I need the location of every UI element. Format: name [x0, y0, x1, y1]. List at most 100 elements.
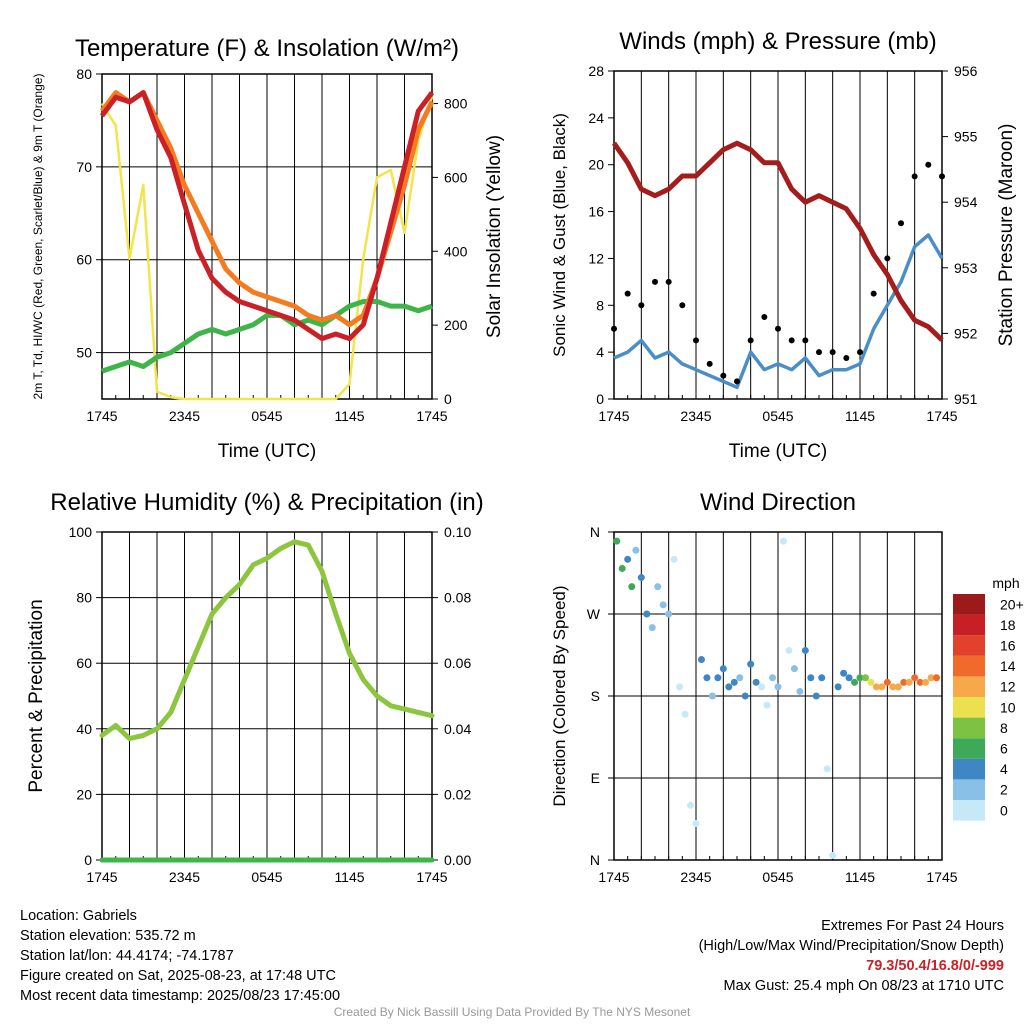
extremes-subtitle: (High/Low/Max Wind/Precipitation/Snow De… [698, 938, 1004, 954]
direction-point [613, 537, 621, 545]
direction-point [823, 765, 831, 773]
gust-point [857, 349, 863, 356]
gust-point [761, 314, 768, 320]
y-right-tick-label: 951 [954, 391, 978, 407]
direction-point [654, 583, 662, 591]
direction-point [818, 674, 826, 682]
y-right-tick-label: 0.02 [444, 786, 471, 802]
chart-title: Temperature (F) & Insolation (W/m²) [75, 35, 459, 62]
gust-point [802, 337, 809, 344]
direction-point [659, 601, 667, 609]
direction-point [747, 660, 755, 668]
x-tick-label: 1745 [86, 408, 117, 424]
gust-point [870, 290, 877, 297]
direction-point [769, 674, 777, 682]
direction-point [665, 610, 673, 618]
created-text: Figure created on Sat, 2025-08-23, at 17… [20, 968, 336, 984]
colorbar-swatch [953, 635, 985, 656]
extremes-values: 79.3/50.4/16.8/0/-999 [866, 958, 1004, 974]
direction-point [758, 683, 766, 691]
colorbar-label: 18 [1000, 617, 1016, 633]
y-left-tick-label: 80 [76, 590, 92, 606]
y-right-tick-label: 956 [954, 63, 978, 79]
y-left-axis-label: Direction (Colored By Speed) [550, 585, 569, 806]
colorbar-swatch [953, 614, 985, 636]
direction-point [676, 683, 684, 691]
colorbar-label: 14 [1000, 658, 1016, 674]
x-tick-label: 1145 [334, 869, 364, 885]
chart-title: Winds (mph) & Pressure (mb) [619, 28, 936, 55]
direction-point [872, 683, 880, 691]
colorbar-label: 20+ [1000, 596, 1024, 612]
x-axis-label: Time (UTC) [729, 441, 828, 462]
x-tick-label: 0545 [251, 408, 282, 424]
y-left-tick-label: 70 [76, 159, 92, 175]
gust-point [925, 161, 932, 168]
x-tick-label: 2345 [169, 408, 200, 424]
y-left-tick-label: 0 [596, 391, 604, 407]
gust-point [898, 220, 904, 227]
y-left-axis-label: Percent & Precipitation [26, 599, 47, 792]
series-line-0 [99, 539, 435, 742]
direction-point [933, 674, 941, 682]
gust-point [652, 278, 658, 285]
colorbar-swatch [953, 717, 985, 739]
x-tick-label: 0545 [762, 869, 793, 885]
x-axis-label: Time (UTC) [218, 441, 317, 462]
gust-point [679, 302, 686, 309]
x-tick-label: 1145 [334, 408, 364, 424]
x-tick-label: 1745 [598, 408, 629, 424]
y-right-tick-label: 952 [954, 325, 978, 341]
y-left-axis-label: 2m T, Td, HI/WC (Red, Green, Scarlet/Blu… [31, 74, 45, 400]
direction-point [714, 674, 722, 682]
speed-colorbar: mph 0 2 4 6 8 10 12 14 16 18 20+ [953, 575, 1024, 821]
direction-point [643, 610, 651, 618]
colorbar-swatch [953, 800, 985, 821]
direction-point [867, 678, 875, 686]
direction-point [851, 678, 859, 686]
gust-point [624, 290, 631, 297]
direction-point [708, 692, 716, 700]
gust-point [611, 325, 617, 332]
credit-text: Created By Nick Bassill Using Data Provi… [333, 1005, 691, 1019]
y-right-tick-label: 400 [444, 243, 468, 259]
gust-point [843, 355, 850, 361]
y-left-tick-label: 20 [76, 786, 92, 802]
gust-point [775, 325, 781, 332]
y-left-tick-label: 0 [84, 852, 92, 868]
x-tick-label: 1745 [926, 869, 957, 885]
direction-point [894, 683, 902, 691]
x-tick-label: 2345 [169, 869, 200, 885]
direction-point [883, 678, 891, 686]
extremes-title: Extremes For Past 24 Hours [821, 918, 1004, 934]
direction-point [697, 656, 705, 664]
y-left-tick-label: 40 [76, 721, 92, 737]
humidity-precip-panel: 1745 2345 0545 1145 1745 Relative Humidity (%… [26, 489, 484, 885]
y-right-tick-label: 600 [444, 169, 468, 185]
y-right-tick-label: 200 [444, 317, 468, 333]
y-left-tick-label: E [591, 770, 600, 786]
y-right-tick-label: 0.04 [444, 721, 471, 737]
direction-point [637, 574, 645, 582]
y-left-tick-label: 60 [76, 252, 92, 268]
direction-point [911, 674, 919, 682]
y-right-tick-label: 0 [444, 391, 452, 407]
y-left-tick-label: 8 [596, 297, 604, 313]
y-right-tick-label: 0.00 [444, 852, 471, 868]
gust-point [788, 337, 795, 344]
direction-point [790, 665, 798, 673]
gust-point [693, 337, 699, 344]
y-left-axis-label: Sonic Wind & Gust (Blue, Black) [550, 113, 569, 357]
direction-point [845, 674, 853, 682]
direction-point [703, 674, 711, 682]
y-right-axis-label: Station Pressure (Maroon) [996, 124, 1017, 347]
direction-point [618, 564, 626, 572]
y-right-tick-label: 0.10 [444, 524, 471, 540]
colorbar-label: 16 [1000, 638, 1016, 654]
direction-point [807, 674, 815, 682]
direction-point [736, 674, 744, 682]
direction-point [648, 624, 656, 632]
direction-point [927, 674, 935, 682]
direction-point [681, 710, 689, 718]
x-tick-label: 0545 [762, 408, 793, 424]
